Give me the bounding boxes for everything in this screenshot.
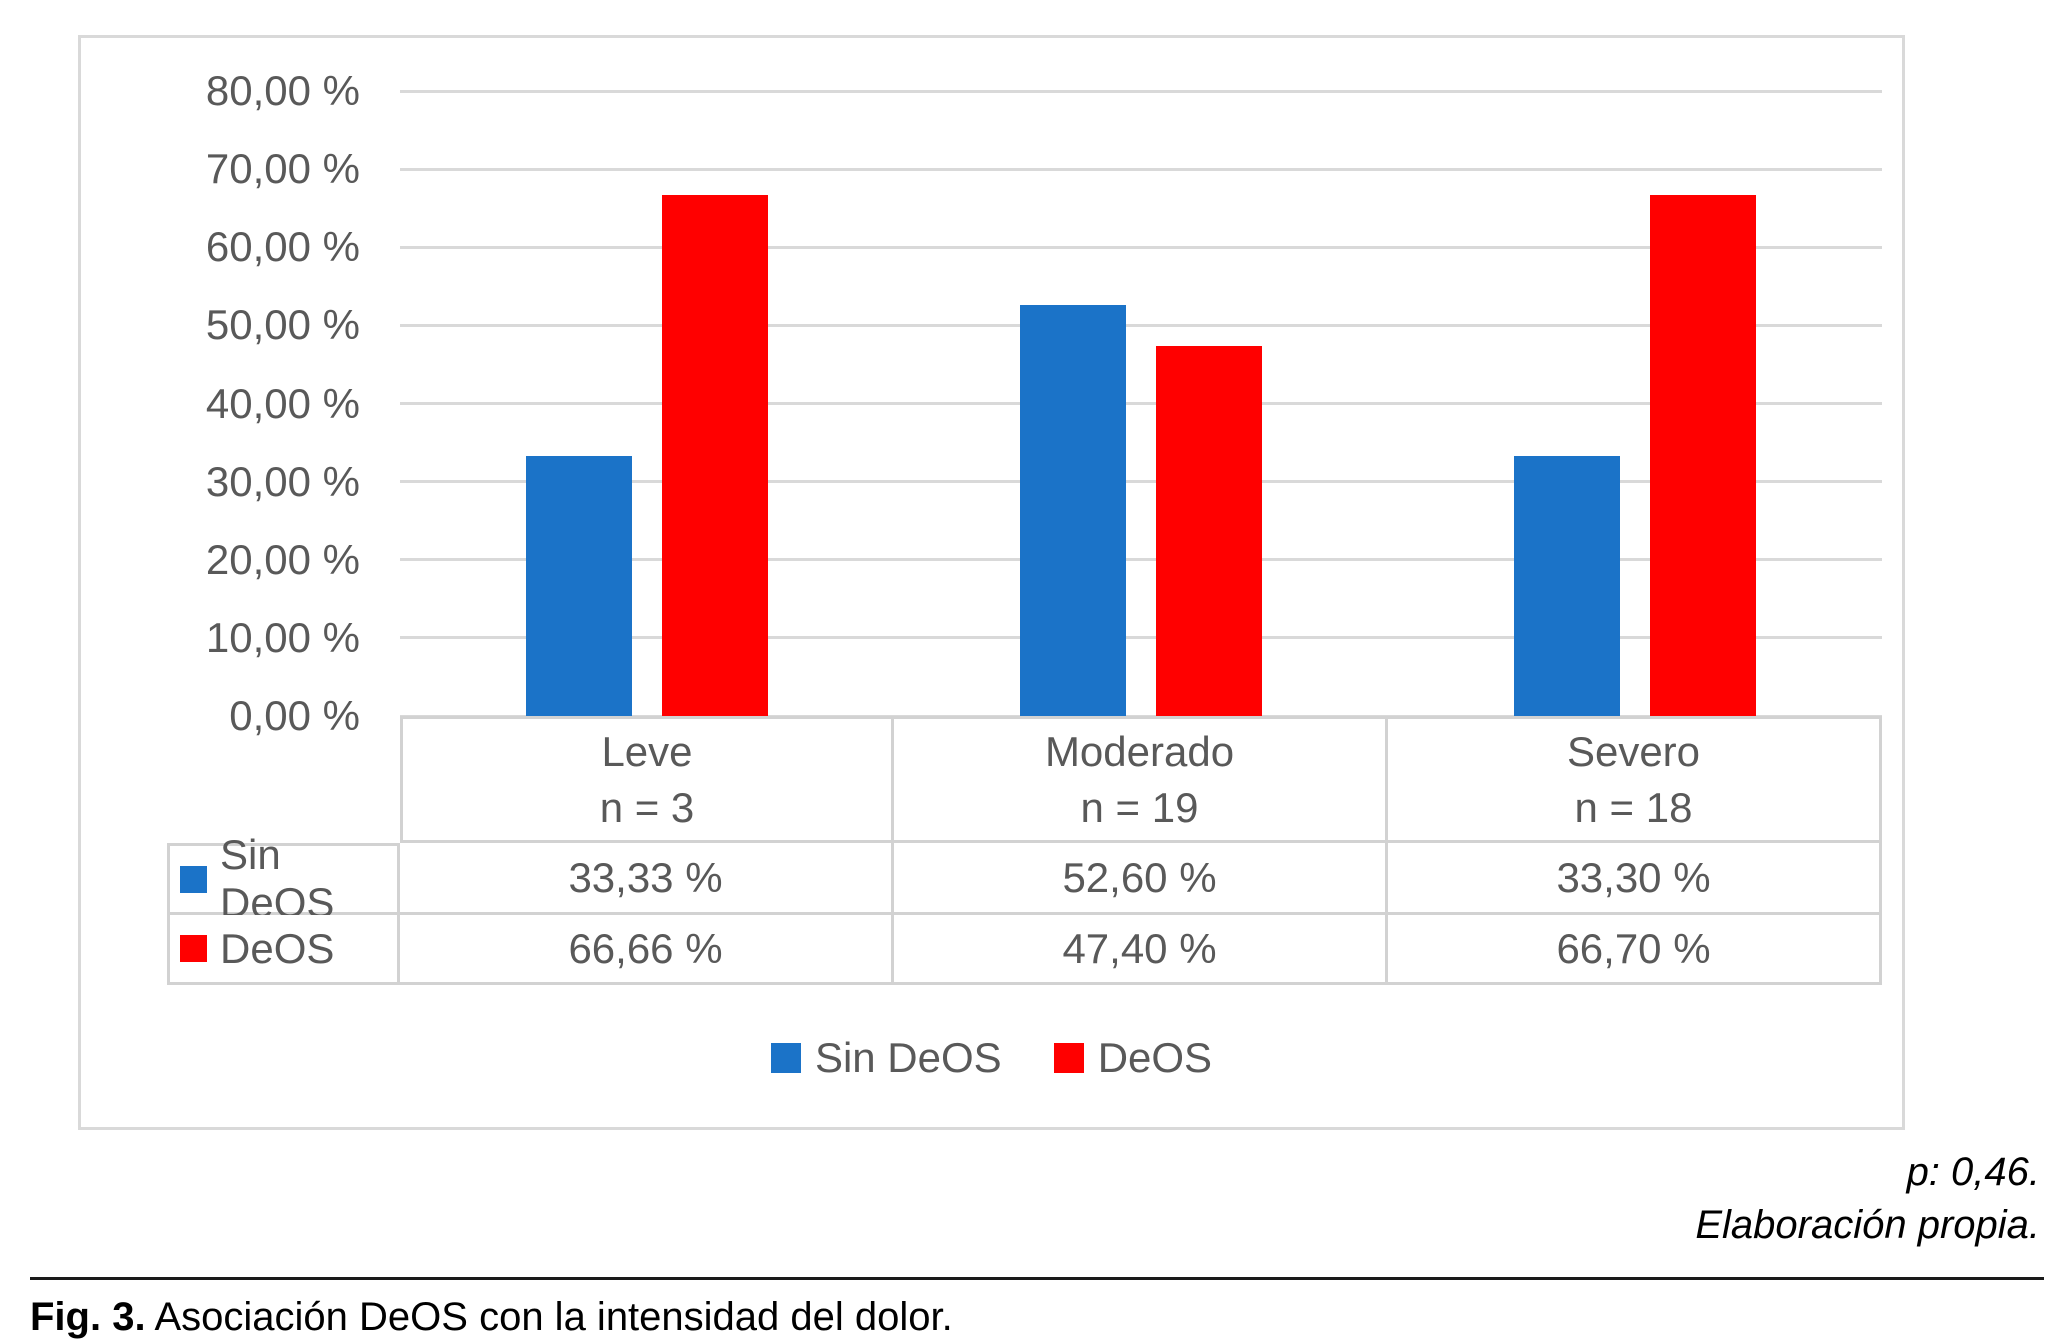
grid-line: [400, 558, 1882, 562]
table-cell: 33,33 %: [400, 843, 894, 915]
table-cell: 47,40 %: [894, 915, 1388, 985]
legend-label: Sin DeOS: [814, 1034, 1002, 1081]
legend-entry-deos: DeOS: [1053, 1034, 1213, 1082]
bar-sin-deos-severo: [1514, 455, 1620, 716]
y-tick-label: 40,00 %: [205, 379, 360, 427]
chart-legend: Sin DeOS DeOS: [81, 1032, 1902, 1084]
grid-line: [400, 402, 1882, 405]
legend-entry-sin-deos: Sin DeOS: [770, 1034, 1002, 1082]
grid-line: [400, 480, 1882, 484]
figure-caption: Fig. 3. Asociación DeOS con la intensida…: [30, 1295, 953, 1340]
table-row-label-deos: DeOS: [167, 915, 400, 985]
category-n-label: n = 19: [1080, 783, 1199, 831]
grid-line: [400, 323, 1882, 327]
series-name: Sin DeOS: [220, 831, 335, 926]
chart-data-table: Leve n = 3 Moderado n = 19 Severo n = 18…: [167, 716, 1882, 985]
figure-caption-text: Asociación DeOS con la intensidad del do…: [154, 1295, 953, 1339]
category-n-label: n = 3: [599, 783, 695, 831]
y-tick-label: 0,00 %: [229, 692, 360, 739]
series-name: DeOS: [220, 924, 335, 972]
source-note: Elaboración propia.: [1695, 1203, 2040, 1247]
category-label: Moderado: [1044, 727, 1235, 775]
bar-sin-deos-moderado: [1020, 305, 1126, 716]
bar-deos-severo: [1650, 194, 1756, 716]
bar-deos-leve: [662, 195, 768, 716]
deos-legend-swatch-icon: [1053, 1043, 1084, 1073]
grid-line: [400, 245, 1882, 249]
category-label: Severo: [1566, 727, 1701, 775]
grid-line: [400, 636, 1882, 640]
category-n-label: n = 18: [1574, 783, 1693, 831]
table-header-severo: Severo n = 18: [1388, 716, 1882, 843]
legend-label: DeOS: [1097, 1034, 1213, 1081]
bar-deos-moderado: [1156, 345, 1262, 716]
figure-number: Fig. 3.: [30, 1295, 146, 1339]
table-corner-spacer: [167, 716, 400, 843]
table-header-leve: Leve n = 3: [400, 716, 894, 843]
table-header-moderado: Moderado n = 19: [894, 716, 1388, 843]
y-tick-label: 60,00 %: [205, 223, 360, 271]
caption-divider: [30, 1277, 2044, 1280]
table-cell: 52,60 %: [894, 843, 1388, 915]
grid-line: [400, 89, 1882, 93]
p-value-note: p: 0,46.: [1906, 1150, 2040, 1194]
table-cell: 66,70 %: [1388, 915, 1882, 985]
y-tick-label: 80,00 %: [205, 67, 360, 114]
bar-sin-deos-leve: [526, 455, 632, 716]
deos-swatch-icon: [180, 935, 207, 962]
y-tick-label: 50,00 %: [205, 301, 360, 349]
chart-frame: 0,00 % 10,00 % 20,00 % 30,00 % 40,00 % 50,00 …: [78, 35, 1905, 1130]
y-axis: 0,00 % 10,00 % 20,00 % 30,00 % 40,00 % 50,00 …: [81, 67, 360, 739]
y-tick-label: 30,00 %: [205, 457, 360, 505]
category-label: Leve: [601, 727, 693, 775]
y-tick-label: 20,00 %: [205, 535, 360, 583]
y-tick-label: 70,00 %: [205, 145, 360, 193]
table-cell: 33,30 %: [1388, 843, 1882, 915]
plot-area: [400, 89, 1882, 718]
table-row-label-sin-deos: Sin DeOS: [167, 831, 400, 926]
y-tick-label: 10,00 %: [205, 613, 360, 661]
sin-deos-swatch-icon: [180, 865, 207, 893]
table-cell: 66,66 %: [400, 915, 894, 985]
sin-deos-legend-swatch-icon: [770, 1043, 801, 1073]
grid-line: [400, 167, 1882, 171]
